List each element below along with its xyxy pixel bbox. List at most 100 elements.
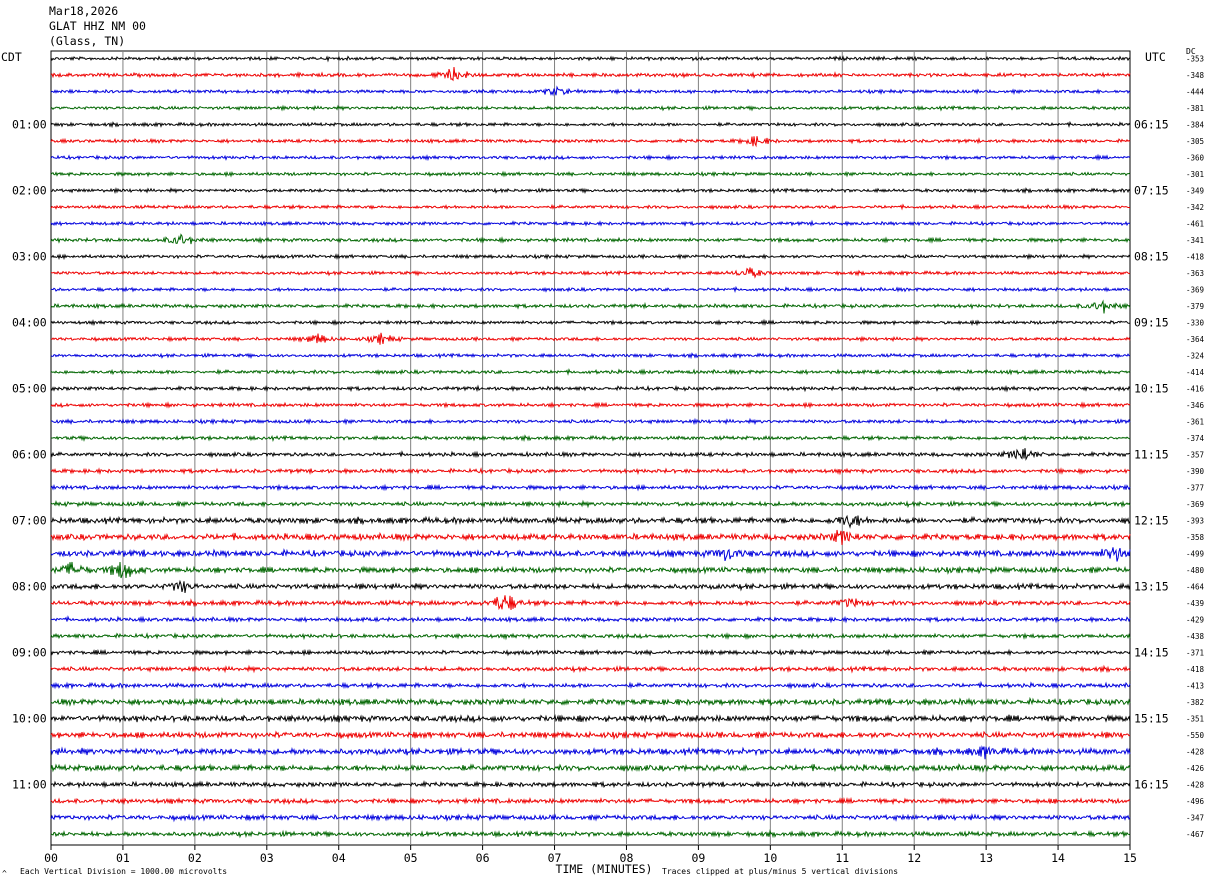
utc-hour-label: 15:15	[1134, 712, 1169, 726]
dc-offset-label: -414	[1186, 368, 1205, 377]
utc-hour-label: 13:15	[1134, 580, 1169, 594]
seismogram-trace	[50, 561, 1131, 579]
seismogram-trace	[50, 483, 1131, 492]
dc-offset-label: -363	[1186, 269, 1204, 278]
dc-offset-labels: -353 -348 -444 -381 -384 -305 -360 -301 -349 -342…	[1186, 55, 1205, 840]
x-axis-ticks: 00 01 02 03 04 05 06 07 08 09 10 11 12 13 14 15	[44, 845, 1137, 865]
seismogram-trace	[50, 615, 1131, 624]
x-tick-label: 01	[116, 851, 130, 865]
x-tick-label: 03	[260, 851, 274, 865]
seismogram-trace	[50, 713, 1131, 724]
dc-offset-label: -358	[1186, 533, 1205, 542]
x-tick-label: 02	[188, 851, 202, 865]
seismogram-trace	[50, 299, 1131, 314]
utc-hour-label: 16:15	[1134, 778, 1169, 792]
seismogram-trace	[50, 187, 1131, 195]
plot-frame	[50, 50, 1131, 846]
x-tick-label: 07	[548, 851, 562, 865]
seismogram-trace	[50, 680, 1131, 690]
dc-offset-label: -381	[1186, 104, 1204, 113]
dc-offset-label: -426	[1186, 764, 1205, 773]
seismogram-trace	[50, 55, 1131, 63]
utc-hour-label: 11:15	[1134, 448, 1169, 462]
seismogram-trace	[50, 664, 1131, 674]
seismogram-trace	[50, 529, 1131, 546]
x-tick-label: 09	[691, 851, 705, 865]
utc-hour-label: 12:15	[1134, 514, 1169, 528]
seismogram-trace	[50, 104, 1131, 112]
dc-offset-label: -416	[1186, 385, 1205, 394]
utc-hour-label: 10:15	[1134, 382, 1169, 396]
seismogram-trace	[50, 401, 1131, 409]
hour-labels: 01:00 02:00 03:00 04:00 05:00 06:00 07:00 08:00…	[12, 118, 1169, 792]
dc-offset-label: -341	[1186, 236, 1204, 245]
seismogram-trace	[50, 796, 1131, 806]
seismogram-trace	[50, 829, 1131, 839]
x-tick-label: 08	[620, 851, 634, 865]
x-axis-title: TIME (MINUTES)	[556, 862, 653, 876]
seismogram-trace	[50, 253, 1131, 261]
seismogram-trace	[50, 332, 1131, 345]
seismogram-trace	[50, 285, 1131, 294]
dc-offset-label: -377	[1186, 484, 1204, 493]
dc-offset-label: -369	[1186, 286, 1204, 295]
x-tick-label: 13	[979, 851, 993, 865]
dc-offset-label: -480	[1186, 566, 1205, 575]
seismogram-trace	[50, 85, 1131, 97]
x-tick-label: 11	[835, 851, 849, 865]
dc-offset-label: -374	[1186, 434, 1205, 443]
x-tick-label: 10	[763, 851, 777, 865]
utc-hour-label: 07:15	[1134, 184, 1169, 198]
dc-offset-label: -369	[1186, 500, 1204, 509]
dc-offset-label: -301	[1186, 170, 1204, 179]
dc-offset-label: -353	[1186, 55, 1204, 64]
clip-note: Traces clipped at plus/minus 5 vertical …	[662, 867, 899, 876]
dc-offset-label: -364	[1186, 335, 1205, 344]
cdt-hour-label: 04:00	[12, 316, 47, 330]
seismogram-trace	[50, 203, 1131, 211]
seismogram-trace	[50, 595, 1131, 611]
cdt-hour-label: 03:00	[12, 250, 47, 264]
seismogram-trace	[50, 120, 1131, 129]
seismogram-trace	[50, 730, 1131, 741]
dc-offset-label: -444	[1186, 88, 1205, 97]
seismogram-trace	[50, 368, 1131, 376]
dc-offset-label: -439	[1186, 599, 1204, 608]
dc-offset-label: -382	[1186, 698, 1204, 707]
utc-hour-label: 08:15	[1134, 250, 1169, 264]
dc-offset-label: -305	[1186, 137, 1204, 146]
dc-offset-label: -346	[1186, 401, 1205, 410]
dc-offset-label: -438	[1186, 632, 1205, 641]
seismogram-trace	[50, 547, 1131, 562]
seismogram-trace	[50, 170, 1131, 178]
seismogram-trace	[50, 514, 1131, 529]
seismogram-trace	[50, 467, 1131, 476]
dc-offset-label: -357	[1186, 451, 1204, 460]
seismogram-trace	[50, 745, 1131, 760]
dc-offset-label: -418	[1186, 665, 1205, 674]
seismogram-trace	[50, 579, 1131, 593]
seismogram-trace	[50, 763, 1131, 773]
seismogram-trace	[50, 813, 1131, 823]
seismogram-trace	[50, 384, 1131, 393]
dc-offset-label: -496	[1186, 797, 1205, 806]
cdt-hour-label: 06:00	[12, 448, 47, 462]
x-tick-label: 00	[44, 851, 58, 865]
dc-offset-label: -499	[1186, 550, 1204, 559]
dc-offset-label: -349	[1186, 187, 1204, 196]
dc-offset-label: -429	[1186, 616, 1204, 625]
cdt-hour-label: 08:00	[12, 580, 47, 594]
utc-hour-label: 14:15	[1134, 646, 1169, 660]
dc-offset-label: -330	[1186, 319, 1205, 328]
dc-offset-label: -384	[1186, 121, 1205, 130]
dc-offset-label: -360	[1186, 154, 1205, 163]
seismogram-trace	[50, 632, 1131, 641]
cdt-hour-label: 07:00	[12, 514, 47, 528]
corner-mark: ^	[2, 869, 7, 878]
cdt-hour-label: 02:00	[12, 184, 47, 198]
cdt-hour-label: 01:00	[12, 118, 47, 132]
cdt-hour-label: 05:00	[12, 382, 47, 396]
seismogram-trace	[50, 448, 1131, 461]
dc-offset-label: -379	[1186, 302, 1204, 311]
x-tick-label: 04	[332, 851, 346, 865]
